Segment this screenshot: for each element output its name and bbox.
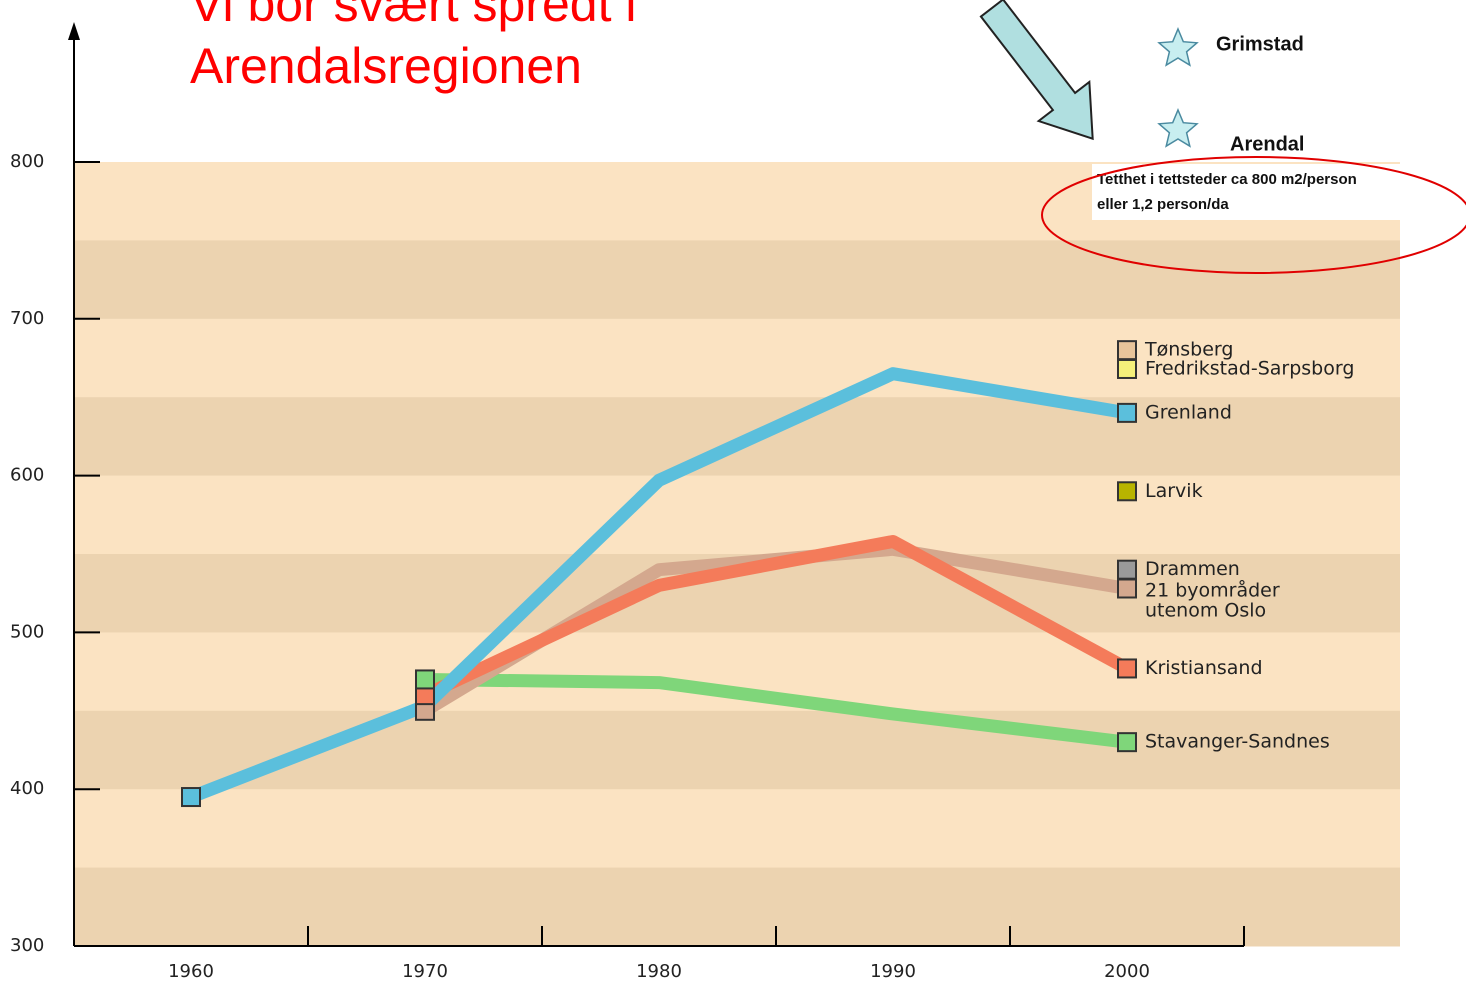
annotation-box [1092, 164, 1402, 220]
point-marker [1117, 559, 1137, 580]
legend-label: Drammen [1145, 558, 1240, 580]
annotation: Grimstad [1216, 33, 1304, 55]
plot [188, 367, 1131, 804]
x-tick-label: 1960 [168, 961, 214, 982]
background-bands [74, 162, 1400, 947]
point-marker [1117, 578, 1137, 599]
y-tick-label: 500 [10, 621, 44, 642]
x-tick-label: 2000 [1104, 961, 1150, 982]
point-marker [415, 669, 435, 690]
legend-label: Grenland [1145, 401, 1232, 423]
y-tick-label: 400 [10, 778, 44, 799]
band [74, 867, 1400, 947]
legend-label: Larvik [1145, 480, 1203, 502]
y-axis-arrow [68, 22, 80, 40]
annotation: eller 1,2 person/da [1097, 196, 1229, 213]
y-tick-label: 700 [10, 308, 44, 329]
point-marker [1117, 402, 1137, 423]
point-marker [1117, 658, 1137, 679]
y-tick-label: 300 [10, 935, 44, 956]
legend-label: 21 byområder utenom Oslo [1145, 578, 1280, 621]
band [74, 318, 1400, 398]
annotation: Arendal [1230, 133, 1304, 155]
point-marker [1117, 358, 1137, 379]
legend-label: Fredrikstad-Sarpsborg [1145, 357, 1354, 379]
point-marker [1117, 732, 1137, 753]
legend-label: Tønsberg [1144, 339, 1233, 361]
star-icon [1157, 27, 1199, 67]
y-tick-label: 800 [10, 151, 44, 172]
x-tick-label: 1980 [636, 961, 682, 982]
band [74, 789, 1400, 869]
x-tick-label: 1990 [870, 961, 916, 982]
legend-label: Kristiansand [1145, 657, 1263, 679]
star-icon [1157, 108, 1199, 148]
legend-label: Stavanger-Sandnes [1145, 731, 1330, 753]
point-marker [1117, 340, 1137, 361]
x-tick-label: 1970 [402, 961, 448, 982]
band [74, 397, 1400, 477]
point-marker [181, 787, 201, 808]
y-tick-label: 600 [10, 465, 44, 486]
series-line [424, 672, 1128, 749]
arrow [979, 0, 1094, 141]
annotation: Tetthet i tettsteder ca 800 m2/person [1097, 171, 1357, 188]
series-line [188, 367, 1129, 804]
series-line [422, 534, 1131, 702]
band [74, 240, 1400, 320]
band [74, 475, 1400, 555]
highlight-ellipse [1041, 156, 1466, 274]
chart-title: Vi bor svært spredt i Arendalsregionen [190, 0, 636, 94]
point-marker [1117, 481, 1137, 502]
